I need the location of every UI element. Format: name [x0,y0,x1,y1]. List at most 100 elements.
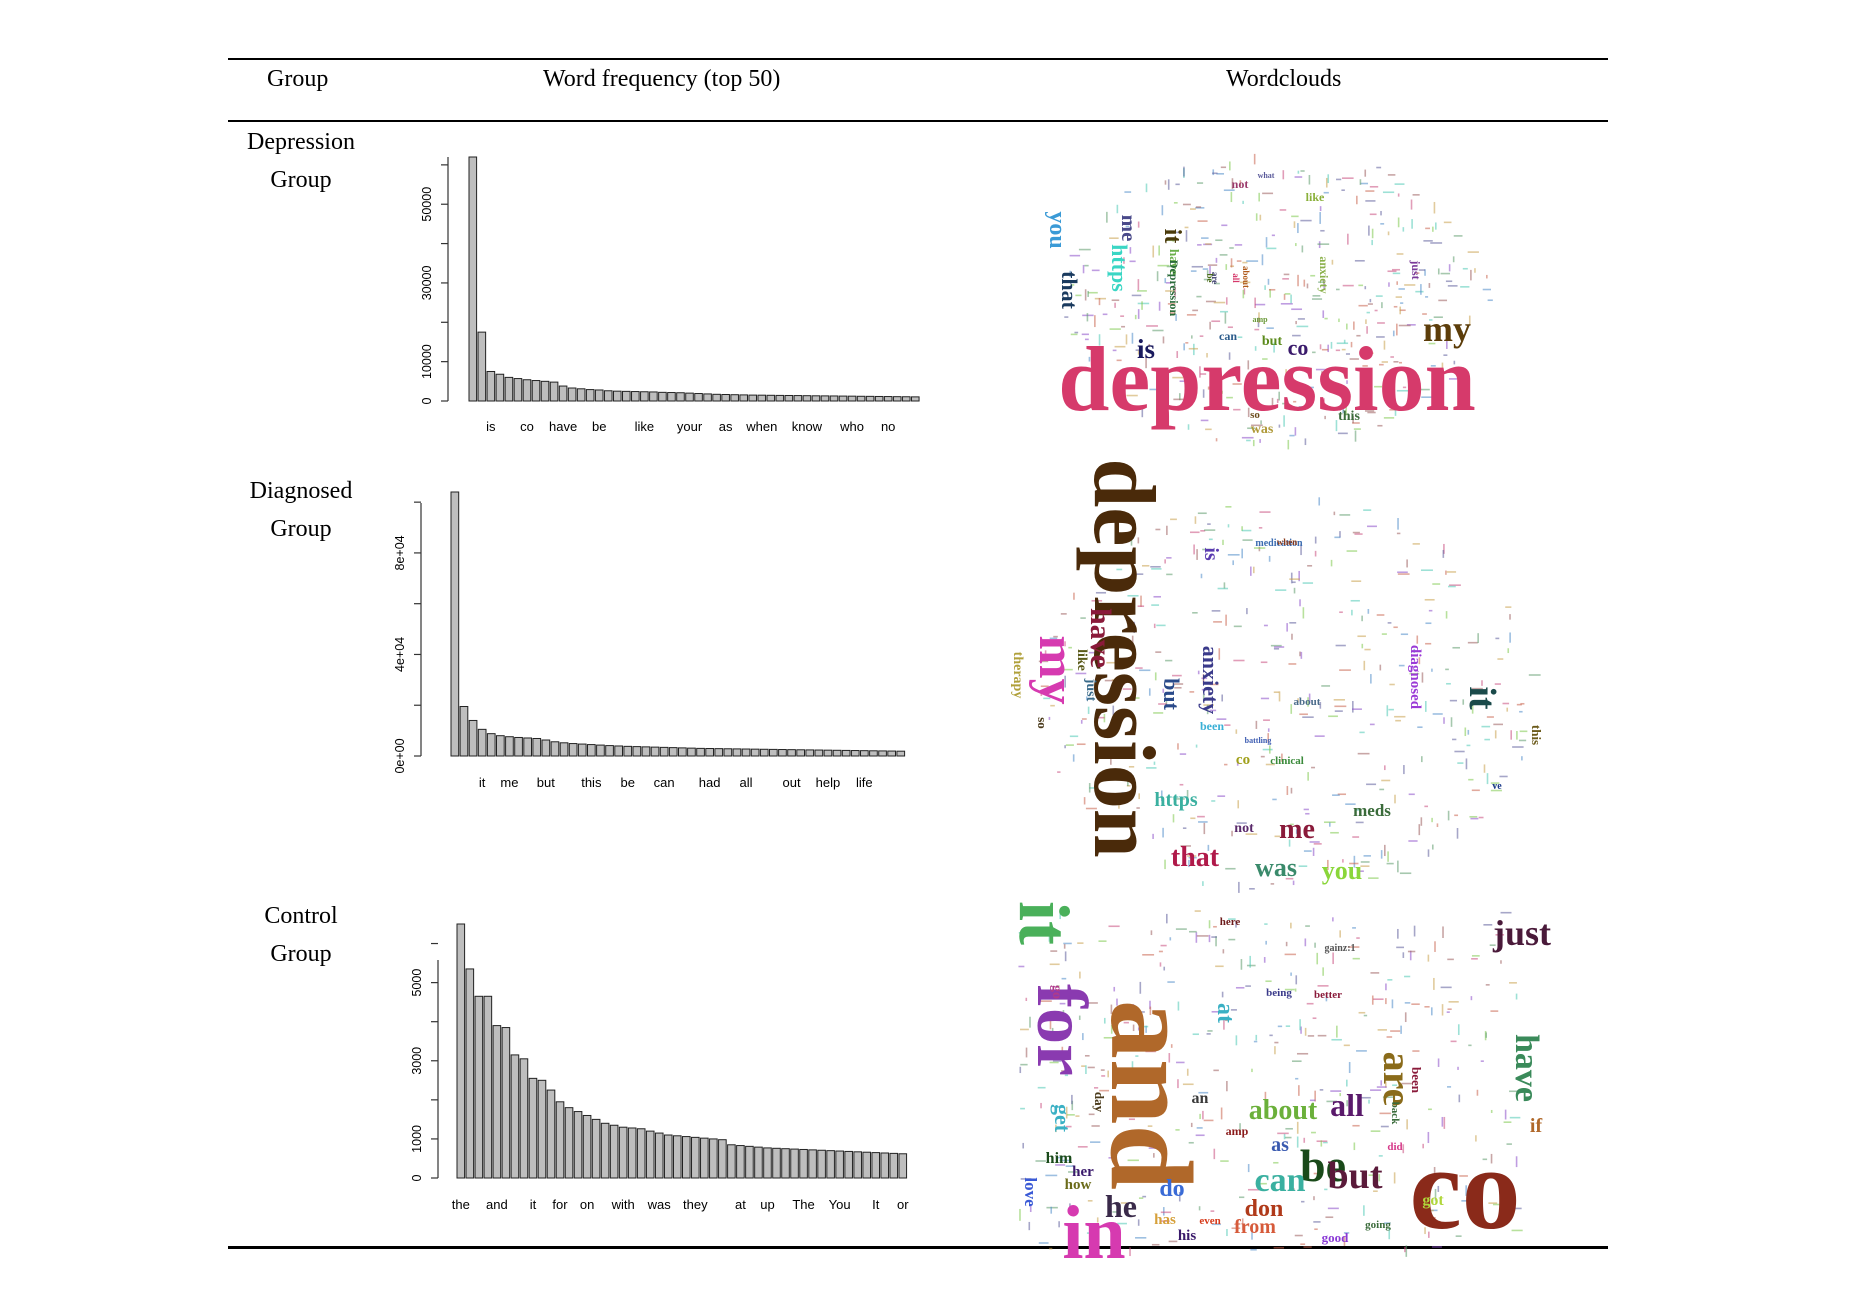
wordcloud-noise-mark [1258,312,1260,324]
wordcloud-word: from [1234,1216,1276,1238]
wordcloud-word: been [1200,719,1224,733]
wordcloud-noise-mark [1242,200,1244,204]
wordcloud-noise-mark [1422,1143,1424,1149]
wordcloud-word: about [1294,696,1321,708]
wordcloud-noise-mark [1188,859,1190,868]
wordcloud-noise-mark [1056,985,1060,987]
wordcloud-noise-mark [1506,707,1509,712]
wordcloud-noise-mark [1378,363,1384,366]
wordcloud-noise-mark [1352,422,1360,424]
wordcloud-noise-mark [1040,685,1049,688]
wordcloud-noise-mark [1445,611,1448,619]
wordcloud-noise-mark [1221,224,1228,227]
wordcloud-noise-mark [1381,361,1388,363]
wordcloud-noise-mark [1459,1175,1468,1177]
wordcloud-noise-mark [1040,1102,1042,1109]
wordcloud-noise-mark [1151,604,1160,606]
wordcloud-noise-mark [1392,1084,1398,1087]
wordcloud-noise-mark [1126,394,1138,397]
wordcloud-noise-mark [1494,730,1497,739]
wordcloud-word: good [1322,1230,1350,1245]
wordcloud-noise-mark [1297,698,1299,703]
wordcloud-noise-mark [1179,753,1187,755]
wordcloud-noise-mark [1352,708,1362,710]
wordcloud-noise-mark [1433,1166,1436,1175]
wordcloud-noise-mark [1202,674,1205,685]
wordcloud-noise-mark [1390,1075,1395,1078]
bar [835,1150,844,1179]
wordcloud-noise-mark [1231,830,1233,837]
wordcloud-noise-mark [1300,1243,1306,1245]
wordcloud-noise-mark [1443,221,1452,224]
group-label-diagnosed: Diagnosed Group [226,472,376,548]
bar [757,394,767,402]
wordcloud-noise-mark [1148,343,1151,348]
table-top-rule [228,58,1608,60]
wordcloud-noise-mark [1381,302,1383,309]
wordcloud-noise-mark [1278,691,1281,702]
bar [568,743,578,757]
wordcloud-noise-mark [1060,613,1067,615]
wordcloud-noise-mark [1358,284,1364,287]
wordcloud-noise-mark [1177,743,1179,750]
bar [802,395,812,402]
wordcloud-noise-mark [1062,1010,1065,1015]
wordcloud-noise-mark [1118,805,1120,809]
wordcloud-noise-mark [1166,913,1168,924]
wordcloud-noise-mark [1280,302,1293,305]
wordcloud-word: me [1279,814,1315,845]
wordcloud-noise-mark [1182,827,1187,829]
wordcloud-noise-mark [1141,564,1150,567]
wordcloud-noise-mark [1201,688,1211,691]
wordcloud-noise-mark [1196,549,1198,560]
wordcloud-word: was [1255,853,1297,882]
wordcloud-word: me [1117,215,1141,242]
wordcloud-noise-mark [1382,191,1395,194]
wordcloud-noise-mark [1253,153,1256,165]
wordcloud-noise-mark [1073,592,1075,600]
wordcloud-noise-mark [1110,1025,1113,1034]
wordcloud-noise-mark [1495,933,1505,936]
wordcloud-word: but [1159,678,1184,710]
wordcloud-noise-mark [1298,1085,1300,1096]
wordcloud-noise-mark [1148,688,1151,696]
wordcloud-noise-mark [1190,270,1197,272]
wordcloud-noise-mark [1308,174,1311,185]
wordcloud-noise-mark [1353,428,1361,430]
wordcloud-noise-mark [1311,298,1323,300]
wordcloud-noise-mark [1402,386,1407,389]
wordcloud-noise-mark [1283,273,1290,276]
wordcloud-noise-mark [1223,582,1226,589]
wordcloud-noise-mark [1297,274,1299,287]
wordcloud-noise-mark [1173,202,1178,204]
wordcloud-noise-mark [1418,657,1421,665]
wordcloud-noise-mark [1511,1229,1523,1232]
bar [808,1149,817,1179]
wordcloud-noise-mark [1063,944,1066,949]
wordcloud-noise-mark [1113,986,1116,992]
wordcloud-noise-mark [1317,1034,1327,1037]
wordcloud-noise-mark [1320,1140,1323,1147]
wordcloud-noise-mark [1172,674,1182,677]
wordcloud-noise-mark [1366,783,1377,786]
wordcloud-noise-mark [1052,1060,1062,1062]
wordcloud-noise-mark [1346,1100,1348,1107]
wordcloud-noise-mark [1318,497,1321,506]
wordcloud-noise-mark [1167,179,1170,190]
wordcloud-noise-mark [1300,1149,1310,1152]
wordcloud-word: that [1057,271,1082,310]
wordcloud-noise-mark [1135,667,1143,669]
wordcloud-noise-mark [1055,1124,1057,1133]
bar [838,395,848,402]
wordcloud-noise-mark [1339,514,1351,516]
wordcloud-noise-mark [1369,185,1379,188]
bar [550,741,560,757]
wordcloud-noise-mark [1335,644,1346,647]
wordcloud-noise-mark [1098,716,1105,719]
wordcloud-noise-mark [1404,284,1416,286]
wordcloud-noise-mark [1109,237,1119,239]
wordcloud-noise-mark [1170,518,1177,521]
wordcloud-noise-mark [1346,550,1358,552]
wordcloud-noise-mark [1061,1070,1065,1072]
wordcloud-noise-mark [1370,1089,1382,1091]
